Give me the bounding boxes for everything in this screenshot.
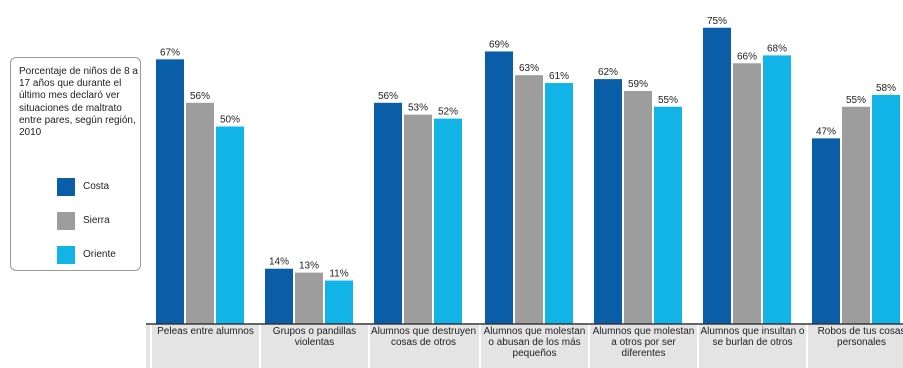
bar-oriente-6 <box>763 55 791 325</box>
legend-label-sierra: Sierra <box>83 215 110 226</box>
bar-sierra-4 <box>515 75 543 325</box>
category-label-6: Alumnos que insultan o se burlan de otro… <box>700 326 805 348</box>
category-label-3: Alumnos que destruyen cosas de otros <box>370 326 477 348</box>
bar-costa-7 <box>812 138 840 324</box>
legend-label-costa: Costa <box>83 181 110 192</box>
legend-title: Porcentaje de niños de 8 a 17 años que d… <box>19 66 138 139</box>
value-labels-layer: 67% 56% 50% 14% 13% 11% 56% 53% 52% 69% 63% 61% 62% 5… <box>160 16 896 280</box>
bar-oriente-4 <box>545 83 573 324</box>
bar-sierra-3 <box>404 114 432 325</box>
bar-costa-1 <box>156 59 184 324</box>
bar-costa-2 <box>265 268 293 324</box>
category-separators <box>150 325 808 368</box>
bar-sierra-7 <box>842 106 870 324</box>
value-label-sierra-5: 59% <box>628 79 648 90</box>
bar-sierra-5 <box>624 90 652 324</box>
value-label-oriente-1: 50% <box>220 115 240 126</box>
bar-sierra-2 <box>295 272 323 324</box>
bar-oriente-5 <box>654 106 682 324</box>
bars-layer <box>156 27 900 325</box>
legend-swatch-oriente <box>57 246 75 264</box>
category-label-2: Grupos o pandillas violentas <box>272 326 357 348</box>
value-label-oriente-2: 11% <box>329 269 348 280</box>
value-label-costa-4: 69% <box>489 39 509 50</box>
legend-swatch-sierra <box>57 212 75 230</box>
bar-oriente-2 <box>325 280 353 324</box>
value-label-oriente-5: 55% <box>658 95 678 106</box>
value-label-costa-6: 75% <box>707 16 727 27</box>
value-label-oriente-7: 58% <box>876 83 896 94</box>
bar-costa-3 <box>374 102 402 324</box>
bar-costa-6 <box>703 27 731 324</box>
value-label-costa-5: 62% <box>598 67 618 78</box>
value-label-oriente-3: 52% <box>438 107 458 118</box>
value-label-sierra-4: 63% <box>519 63 539 74</box>
category-label-4: Alumnos que molestan o abusan de los más… <box>483 326 586 359</box>
value-label-costa-3: 56% <box>378 91 398 102</box>
value-label-costa-2: 14% <box>269 257 289 268</box>
legend-swatch-costa <box>57 178 75 196</box>
bar-costa-5 <box>594 79 622 324</box>
value-label-sierra-3: 53% <box>408 103 428 114</box>
value-label-costa-7: 47% <box>816 126 836 137</box>
value-label-sierra-1: 56% <box>190 91 210 102</box>
value-label-oriente-4: 61% <box>549 71 569 82</box>
category-label-5: Alumnos que molestan a otros por ser dif… <box>592 326 695 359</box>
category-label-1: Peleas entre alumnos <box>157 326 254 337</box>
value-label-costa-1: 67% <box>160 47 180 58</box>
bar-sierra-6 <box>733 63 761 325</box>
bar-costa-4 <box>485 51 513 324</box>
category-band <box>146 325 903 368</box>
value-label-sierra-7: 55% <box>846 95 866 106</box>
value-label-sierra-6: 66% <box>737 51 757 62</box>
legend-label-oriente: Oriente <box>83 249 116 260</box>
value-label-sierra-2: 13% <box>299 261 319 272</box>
bar-sierra-1 <box>186 102 214 324</box>
category-label-7: Robos de tus cosas personales <box>817 326 903 348</box>
bar-oriente-3 <box>434 118 462 324</box>
bar-oriente-7 <box>872 94 900 325</box>
bar-oriente-1 <box>216 126 244 324</box>
value-label-oriente-6: 68% <box>767 43 787 54</box>
legend: Porcentaje de niños de 8 a 17 años que d… <box>10 57 141 271</box>
